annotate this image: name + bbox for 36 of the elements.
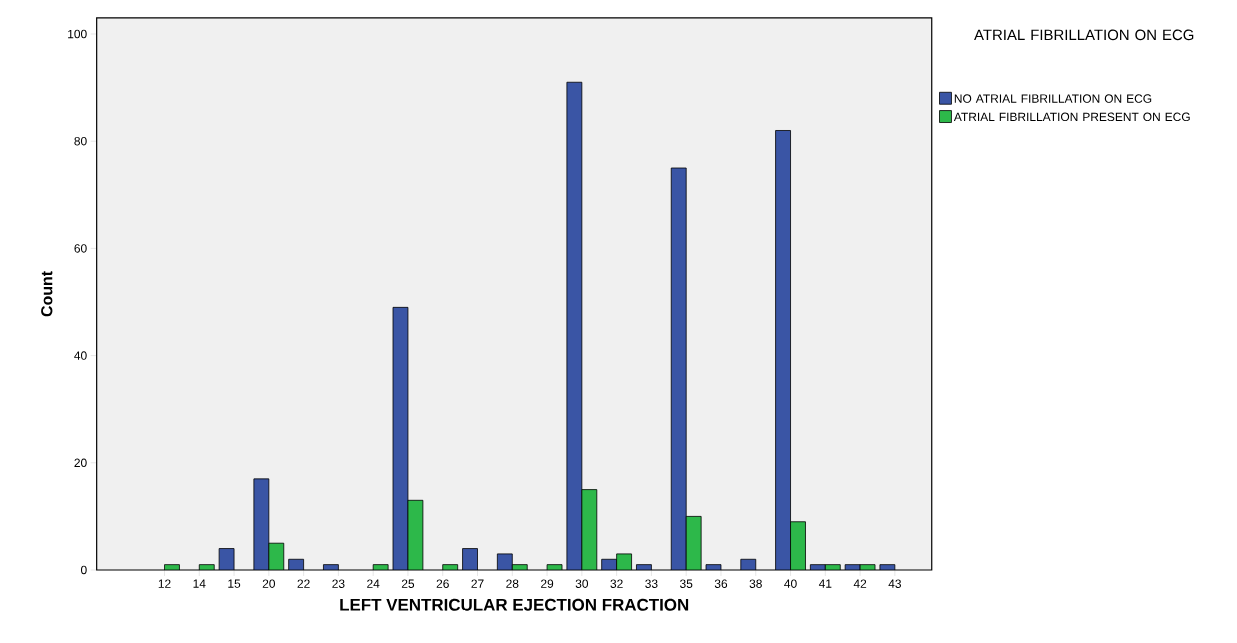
x-tick-label: 14 bbox=[193, 579, 206, 588]
x-tick-label: 28 bbox=[506, 579, 519, 589]
x-tick-label: 30 bbox=[575, 579, 589, 589]
x-tick-label: 42 bbox=[853, 579, 867, 588]
x-tick-label: 22 bbox=[297, 579, 310, 588]
x-tick-label: 29 bbox=[541, 579, 554, 589]
y-tick-label: 80 bbox=[74, 137, 87, 146]
x-tick-label: 23 bbox=[332, 579, 345, 589]
y-axis-title: Count bbox=[41, 271, 53, 317]
x-tick-label: 27 bbox=[471, 579, 484, 588]
bar bbox=[790, 521, 806, 571]
x-tick-label: 25 bbox=[401, 579, 415, 589]
y-tick-label: 20 bbox=[74, 458, 87, 468]
x-tick-label: 20 bbox=[262, 579, 276, 589]
y-tick-label: 0 bbox=[80, 565, 87, 575]
x-tick-label: 24 bbox=[367, 579, 380, 588]
bar bbox=[670, 167, 687, 571]
legend-label: NO ATRIAL FIBRILLATION ON ECG bbox=[954, 94, 1152, 103]
x-tick-label: 33 bbox=[645, 579, 658, 589]
legend-label: ATRIAL FIBRILLATION PRESENT ON ECG bbox=[953, 112, 1190, 122]
bar bbox=[775, 130, 791, 571]
x-tick-label: 35 bbox=[680, 579, 693, 589]
x-tick-label: 40 bbox=[784, 579, 797, 589]
x-tick-label: 36 bbox=[714, 579, 728, 589]
x-axis-title: LEFT VENTRICULAR EJECTION FRACTION bbox=[340, 598, 689, 611]
x-tick-label: 38 bbox=[749, 579, 762, 589]
x-tick-label: 12 bbox=[158, 579, 171, 588]
y-tick-label: 40 bbox=[74, 351, 87, 360]
legend-title: ATRIAL FIBRILLATION ON ECG bbox=[974, 29, 1194, 41]
x-tick-label: 15 bbox=[228, 579, 241, 588]
x-tick-label: 26 bbox=[436, 579, 449, 589]
x-tick-label: 32 bbox=[610, 579, 623, 589]
x-tick-label: 41 bbox=[818, 579, 832, 588]
y-tick-label: 60 bbox=[74, 244, 87, 253]
y-tick-label: 100 bbox=[68, 29, 87, 39]
x-tick-label: 43 bbox=[888, 579, 901, 589]
